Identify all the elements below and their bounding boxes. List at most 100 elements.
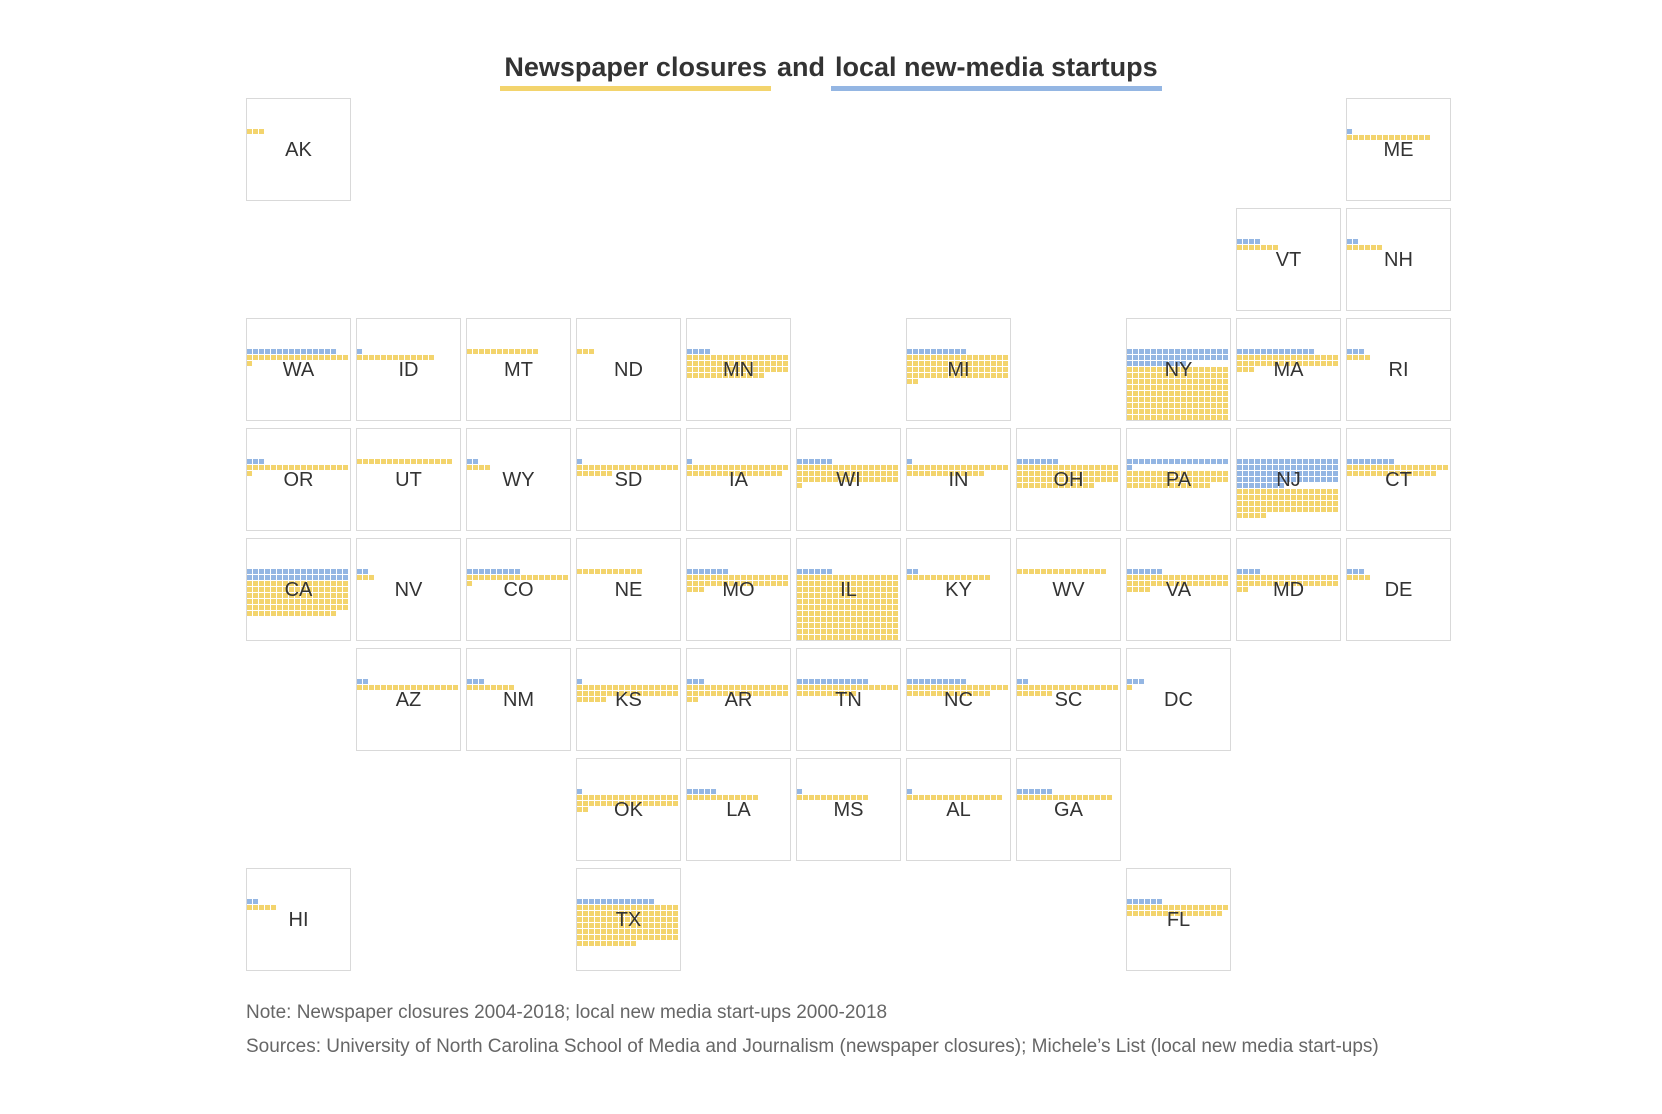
closure-block [289, 611, 294, 616]
closure-block [283, 581, 288, 586]
closure-block [881, 593, 886, 598]
closure-block [271, 611, 276, 616]
closure-block [985, 795, 990, 800]
startup-block [1237, 349, 1242, 354]
state-tile-md[interactable]: MD [1236, 538, 1341, 641]
startup-block [1157, 355, 1162, 360]
state-tile-wa[interactable]: WA [246, 318, 351, 421]
state-tile-al[interactable]: AL [906, 758, 1011, 861]
closure-block [711, 471, 716, 476]
state-tile-id[interactable]: ID [356, 318, 461, 421]
closure-block [687, 795, 692, 800]
state-tile-wv[interactable]: WV [1016, 538, 1121, 641]
state-tile-tn[interactable]: TN [796, 648, 901, 751]
closure-block [435, 459, 440, 464]
startup-block [1193, 355, 1198, 360]
state-tile-me[interactable]: ME [1346, 98, 1451, 201]
state-tile-ok[interactable]: OK [576, 758, 681, 861]
closure-block [967, 465, 972, 470]
closure-block [857, 685, 862, 690]
closure-block [955, 575, 960, 580]
closure-block [1347, 135, 1352, 140]
state-tile-ia[interactable]: IA [686, 428, 791, 531]
closure-block [497, 349, 502, 354]
state-tile-mt[interactable]: MT [466, 318, 571, 421]
startup-block [1139, 361, 1144, 366]
state-tile-ca[interactable]: CA [246, 538, 351, 641]
closure-block [1347, 355, 1352, 360]
state-tile-vt[interactable]: VT [1236, 208, 1341, 311]
state-tile-ny[interactable]: NY [1126, 318, 1231, 421]
state-tile-ct[interactable]: CT [1346, 428, 1451, 531]
startup-block [1327, 459, 1332, 464]
closure-block [589, 935, 594, 940]
closure-block [875, 635, 880, 640]
state-tile-or[interactable]: OR [246, 428, 351, 531]
closure-block [1223, 367, 1228, 372]
state-tile-nd[interactable]: ND [576, 318, 681, 421]
state-tile-nj[interactable]: NJ [1236, 428, 1341, 531]
state-tile-la[interactable]: LA [686, 758, 791, 861]
closure-block [723, 355, 728, 360]
state-tile-sc[interactable]: SC [1016, 648, 1121, 751]
state-tile-oh[interactable]: OH [1016, 428, 1121, 531]
closure-block [815, 599, 820, 604]
closure-block [857, 629, 862, 634]
closure-block [827, 471, 832, 476]
closure-block [1077, 477, 1082, 482]
closure-block [381, 459, 386, 464]
state-tile-ms[interactable]: MS [796, 758, 901, 861]
closure-block [747, 361, 752, 366]
state-tile-mo[interactable]: MO [686, 538, 791, 641]
state-tile-de[interactable]: DE [1346, 538, 1451, 641]
state-tile-dc[interactable]: DC [1126, 648, 1231, 751]
state-tile-sd[interactable]: SD [576, 428, 681, 531]
state-tile-nv[interactable]: NV [356, 538, 461, 641]
closure-block [797, 575, 802, 580]
state-tile-ky[interactable]: KY [906, 538, 1011, 641]
startup-block [693, 679, 698, 684]
state-tile-ak[interactable]: AK [246, 98, 351, 201]
state-label: ND [614, 359, 643, 381]
state-tile-tx[interactable]: TX [576, 868, 681, 971]
startup-block [1297, 477, 1302, 482]
closure-block [747, 685, 752, 690]
closure-block [1389, 465, 1394, 470]
state-tile-il[interactable]: IL [796, 538, 901, 641]
state-tile-co[interactable]: CO [466, 538, 571, 641]
state-tile-az[interactable]: AZ [356, 648, 461, 751]
closure-block [313, 599, 318, 604]
closure-block [827, 795, 832, 800]
state-tile-ar[interactable]: AR [686, 648, 791, 751]
state-tile-wi[interactable]: WI [796, 428, 901, 531]
closure-block [307, 593, 312, 598]
state-tile-in[interactable]: IN [906, 428, 1011, 531]
state-tile-hi[interactable]: HI [246, 868, 351, 971]
state-tile-mi[interactable]: MI [906, 318, 1011, 421]
state-tile-ga[interactable]: GA [1016, 758, 1121, 861]
closure-block [797, 471, 802, 476]
closure-block [277, 587, 282, 592]
state-tile-ne[interactable]: NE [576, 538, 681, 641]
state-tile-ks[interactable]: KS [576, 648, 681, 751]
state-tile-pa[interactable]: PA [1126, 428, 1231, 531]
state-tile-nm[interactable]: NM [466, 648, 571, 751]
state-tile-mn[interactable]: MN [686, 318, 791, 421]
state-label: CO [503, 579, 534, 601]
state-tile-wy[interactable]: WY [466, 428, 571, 531]
closure-block [595, 941, 600, 946]
state-label: HI [288, 909, 309, 931]
state-tile-nc[interactable]: NC [906, 648, 1011, 751]
state-tile-ri[interactable]: RI [1346, 318, 1451, 421]
closure-block [607, 917, 612, 922]
state-tile-va[interactable]: VA [1126, 538, 1231, 641]
closure-block [265, 465, 270, 470]
closure-block [919, 361, 924, 366]
state-tile-ma[interactable]: MA [1236, 318, 1341, 421]
closure-block [1175, 403, 1180, 408]
closure-block [845, 629, 850, 634]
state-tile-nh[interactable]: NH [1346, 208, 1451, 311]
state-tile-ut[interactable]: UT [356, 428, 461, 531]
state-tile-fl[interactable]: FL [1126, 868, 1231, 971]
closure-block [991, 795, 996, 800]
